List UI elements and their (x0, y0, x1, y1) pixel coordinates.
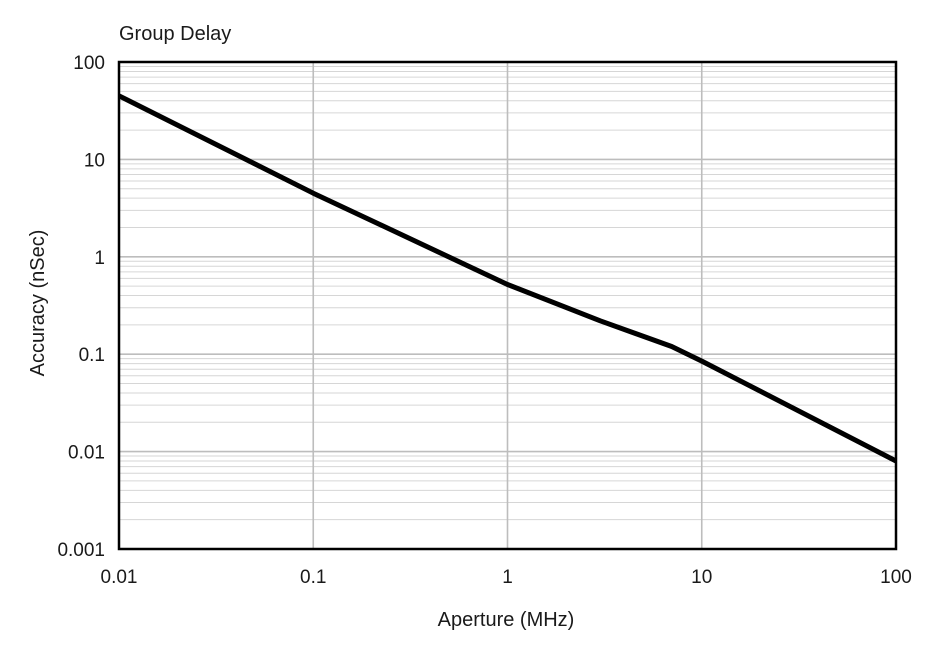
x-tick-label: 0.01 (101, 567, 138, 588)
x-tick-labels: 0.01 0.1 1 10 100 (101, 567, 912, 588)
series-layer (117, 93, 898, 464)
x-tick-label: 0.1 (300, 567, 326, 588)
chart-title: Group Delay (119, 23, 231, 45)
series-line (117, 93, 898, 464)
x-tick-label: 100 (880, 567, 912, 588)
y-tick-label: 0.001 (57, 540, 105, 561)
y-tick-label: 0.1 (79, 345, 105, 366)
plot-area-border (117, 60, 898, 551)
y-tick-label: 10 (84, 150, 105, 171)
y-tick-label: 1 (94, 248, 105, 269)
y-axis-label: Accuracy (nSec) (27, 230, 49, 377)
y-tick-label: 0.01 (68, 443, 105, 464)
x-axis-label: Aperture (MHz) (438, 609, 575, 631)
y-tick-labels: 100 10 1 0.1 0.01 0.001 (57, 53, 105, 561)
major-gridlines (118, 61, 897, 550)
x-tick-label: 1 (502, 567, 513, 588)
y-tick-label: 100 (73, 53, 105, 74)
x-tick-label: 10 (691, 567, 712, 588)
